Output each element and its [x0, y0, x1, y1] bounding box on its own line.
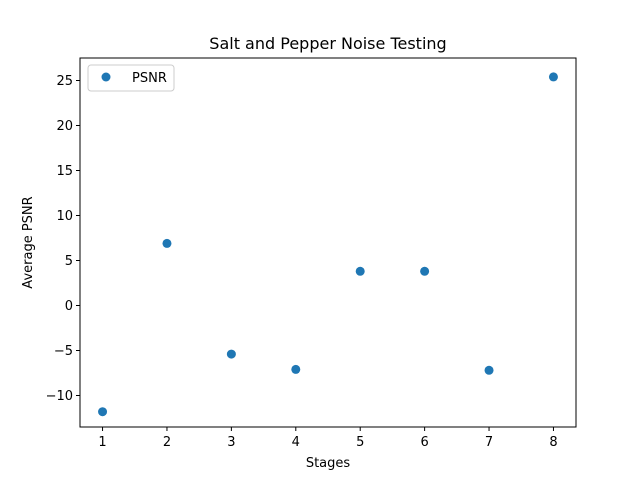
y-tick-label: 25: [56, 74, 73, 89]
x-tick-label: 6: [420, 435, 428, 450]
data-point: [98, 407, 108, 417]
y-tick-label: −5: [54, 344, 73, 359]
x-tick-label: 3: [227, 435, 235, 450]
chart-title: Salt and Pepper Noise Testing: [209, 34, 446, 53]
x-tick-label: 1: [98, 435, 106, 450]
data-point: [291, 364, 301, 374]
data-points: [98, 72, 558, 417]
x-tick-label: 7: [485, 435, 493, 450]
y-tick-label: 10: [56, 209, 73, 224]
y-tick-label: 0: [65, 299, 73, 314]
legend-marker-psnr: [101, 72, 111, 82]
data-point: [162, 238, 172, 248]
y-tick-label: 20: [56, 119, 73, 134]
legend-box: [87, 64, 175, 92]
x-axis-label: Stages: [306, 456, 351, 471]
data-point: [484, 365, 494, 375]
y-axis-ticks: −10 −5 0 5 10 15 20 25: [46, 74, 80, 404]
y-tick-label: −10: [46, 389, 73, 404]
y-axis-label: Average PSNR: [21, 196, 36, 288]
data-point: [226, 349, 236, 359]
plot-area: [79, 57, 577, 428]
x-tick-label: 2: [163, 435, 171, 450]
x-tick-label: 8: [549, 435, 557, 450]
x-tick-label: 5: [356, 435, 364, 450]
data-point: [420, 266, 430, 276]
y-tick-label: 15: [56, 164, 73, 179]
legend-label-psnr: PSNR: [132, 71, 167, 86]
legend: PSNR: [87, 64, 175, 92]
data-point: [548, 72, 558, 82]
x-tick-label: 4: [292, 435, 300, 450]
axes-frame: [79, 57, 577, 428]
data-point: [355, 266, 365, 276]
y-tick-label: 5: [65, 254, 73, 269]
x-axis-ticks: 1 2 3 4 5 6 7 8: [98, 427, 558, 450]
